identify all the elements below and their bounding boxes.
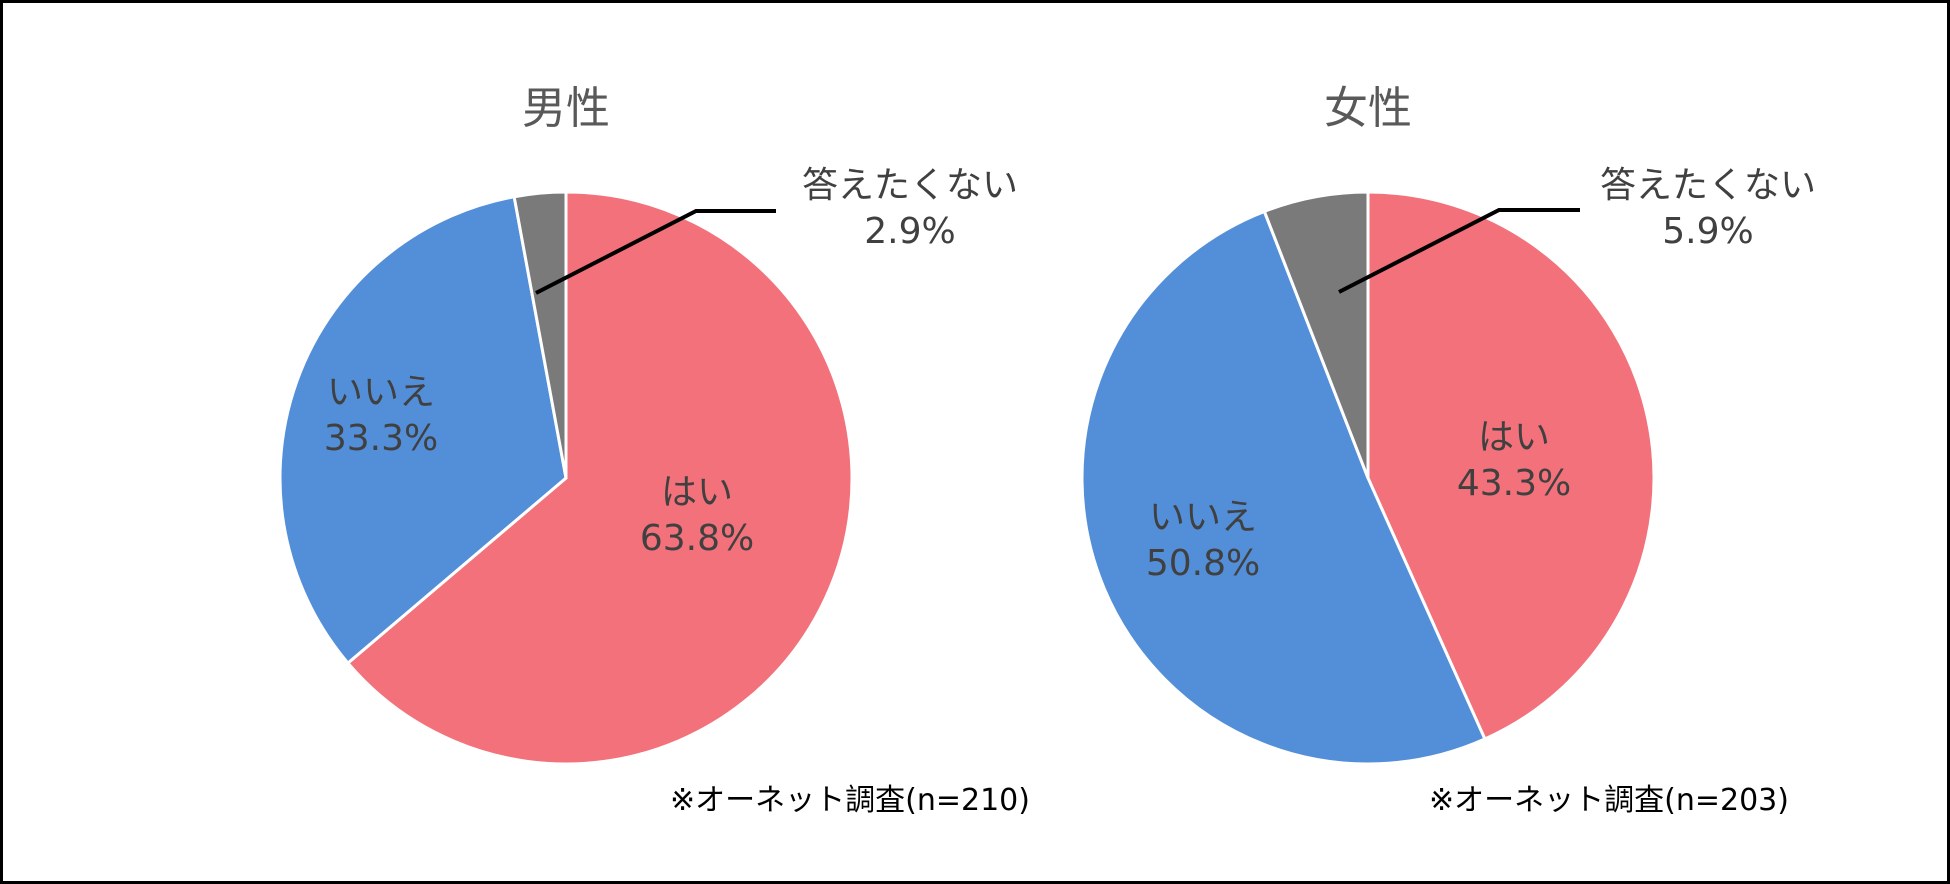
pie-slice (345, 190, 854, 766)
slice-name: 答えたくない (1599, 165, 1817, 206)
slice-pct: 5.9% (1662, 211, 1754, 252)
slice-name: はい (660, 472, 733, 513)
slice-label-male-no: いいえ 33.3% (324, 370, 438, 462)
slice-label-female-yes: はい 43.3% (1457, 415, 1571, 507)
slice-label-male-no-answer: 答えたくない 2.9% (802, 163, 1018, 255)
pie-male-svg (278, 190, 854, 766)
pie-female-slices (1080, 190, 1656, 766)
survey-note-female: ※オーネット調査(n=203) (1429, 783, 1789, 818)
pie-slice (1080, 209, 1487, 766)
slice-label-female-no-answer: 答えたくない 5.9% (1600, 163, 1816, 255)
slice-name: 答えたくない (801, 165, 1019, 206)
leader-line-male (535, 209, 776, 295)
pie-slice (1262, 190, 1370, 479)
pie-chart-female: 女性 はい 43.3% いいえ 50.8% 答えたくない 5.9% ※オーネット… (802, 0, 1816, 884)
slice-pct: 50.8% (1145, 543, 1261, 584)
pie-slice (512, 190, 568, 479)
slice-pct: 43.3% (1456, 463, 1572, 504)
pie-male-slices (278, 190, 854, 766)
slice-label-male-yes: はい 63.8% (640, 470, 754, 562)
slice-name: いいえ (1148, 497, 1257, 538)
chart-title-male: 男性 (522, 83, 610, 134)
slice-pct: 63.8% (639, 518, 755, 559)
slice-name: はい (1477, 417, 1550, 458)
leader-line-female (1338, 208, 1580, 294)
pie-slice (1366, 190, 1656, 742)
pie-female-svg (1080, 190, 1656, 766)
slice-pct: 33.3% (323, 418, 439, 459)
chart-title-female: 女性 (1324, 83, 1412, 134)
slice-pct: 2.9% (864, 211, 956, 252)
slice-name: いいえ (326, 372, 435, 413)
slice-label-female-no: いいえ 50.8% (1146, 495, 1260, 587)
pie-chart-male: 男性 はい 63.8% いいえ 33.3% 答えたくない 2.9% ※オーネット… (278, 83, 1030, 818)
pie-slice (278, 194, 568, 666)
survey-note-male: ※オーネット調査(n=210) (670, 783, 1030, 818)
